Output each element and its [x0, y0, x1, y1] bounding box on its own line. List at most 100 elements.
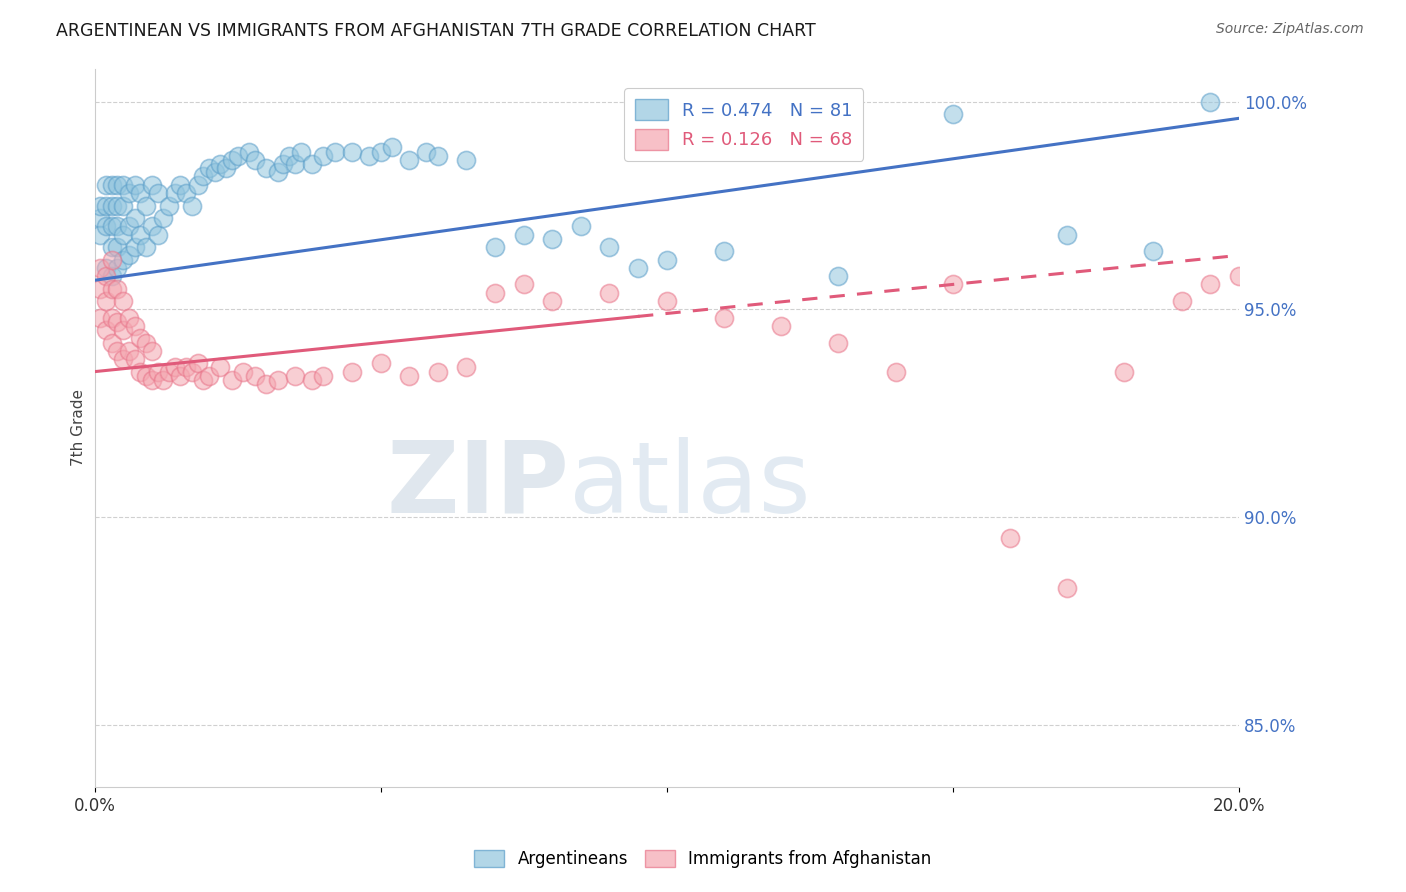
Point	[484, 240, 506, 254]
Point	[1114, 365, 1136, 379]
Point	[359, 149, 381, 163]
Point	[1142, 244, 1164, 259]
Point	[1056, 581, 1078, 595]
Point	[426, 149, 449, 163]
Point	[1285, 277, 1308, 292]
Point	[94, 293, 117, 308]
Point	[89, 198, 111, 212]
Point	[141, 219, 163, 234]
Point	[426, 365, 449, 379]
Point	[118, 310, 141, 325]
Point	[193, 169, 215, 184]
Point	[89, 227, 111, 242]
Point	[598, 240, 620, 254]
Text: atlas: atlas	[569, 437, 811, 533]
Point	[226, 149, 249, 163]
Point	[146, 227, 169, 242]
Point	[107, 198, 129, 212]
Point	[174, 360, 197, 375]
Point	[135, 240, 157, 254]
Point	[94, 198, 117, 212]
Point	[100, 198, 122, 212]
Point	[112, 198, 135, 212]
Point	[187, 178, 209, 192]
Point	[312, 149, 335, 163]
Point	[124, 211, 146, 225]
Point	[254, 161, 277, 176]
Point	[94, 323, 117, 337]
Point	[152, 373, 174, 387]
Point	[118, 248, 141, 262]
Point	[157, 365, 180, 379]
Point	[221, 373, 243, 387]
Point	[370, 356, 392, 370]
Point	[278, 149, 301, 163]
Point	[152, 211, 174, 225]
Point	[266, 165, 288, 179]
Point	[107, 240, 129, 254]
Point	[89, 310, 111, 325]
Point	[942, 277, 965, 292]
Point	[1199, 95, 1222, 109]
Point	[456, 153, 478, 167]
Point	[998, 531, 1021, 545]
Point	[340, 145, 363, 159]
Point	[209, 360, 232, 375]
Point	[107, 260, 129, 275]
Point	[312, 368, 335, 383]
Point	[163, 186, 186, 200]
Point	[107, 315, 129, 329]
Point	[118, 343, 141, 358]
Point	[112, 178, 135, 192]
Point	[100, 252, 122, 267]
Point	[180, 198, 202, 212]
Point	[107, 219, 129, 234]
Point	[198, 161, 221, 176]
Point	[107, 178, 129, 192]
Point	[198, 368, 221, 383]
Point	[301, 157, 323, 171]
Point	[112, 252, 135, 267]
Point	[398, 153, 420, 167]
Point	[827, 269, 849, 284]
Point	[135, 198, 157, 212]
Point	[290, 145, 312, 159]
Point	[124, 240, 146, 254]
Point	[541, 232, 564, 246]
Point	[124, 178, 146, 192]
Point	[512, 277, 534, 292]
Point	[187, 356, 209, 370]
Point	[232, 365, 254, 379]
Point	[141, 343, 163, 358]
Point	[827, 335, 849, 350]
Point	[512, 227, 534, 242]
Point	[627, 260, 650, 275]
Point	[484, 285, 506, 300]
Y-axis label: 7th Grade: 7th Grade	[72, 389, 86, 467]
Point	[107, 343, 129, 358]
Point	[942, 107, 965, 121]
Point	[273, 157, 295, 171]
Point	[1199, 277, 1222, 292]
Point	[141, 373, 163, 387]
Point	[169, 178, 191, 192]
Point	[340, 365, 363, 379]
Point	[141, 178, 163, 192]
Point	[129, 331, 152, 345]
Legend: Argentineans, Immigrants from Afghanistan: Argentineans, Immigrants from Afghanista…	[468, 843, 938, 875]
Point	[398, 368, 420, 383]
Point	[209, 157, 232, 171]
Point	[94, 260, 117, 275]
Point	[146, 365, 169, 379]
Point	[89, 282, 111, 296]
Point	[100, 240, 122, 254]
Point	[129, 227, 152, 242]
Point	[100, 282, 122, 296]
Point	[598, 285, 620, 300]
Point	[124, 318, 146, 333]
Point	[266, 373, 288, 387]
Point	[100, 178, 122, 192]
Point	[100, 335, 122, 350]
Point	[174, 186, 197, 200]
Point	[135, 368, 157, 383]
